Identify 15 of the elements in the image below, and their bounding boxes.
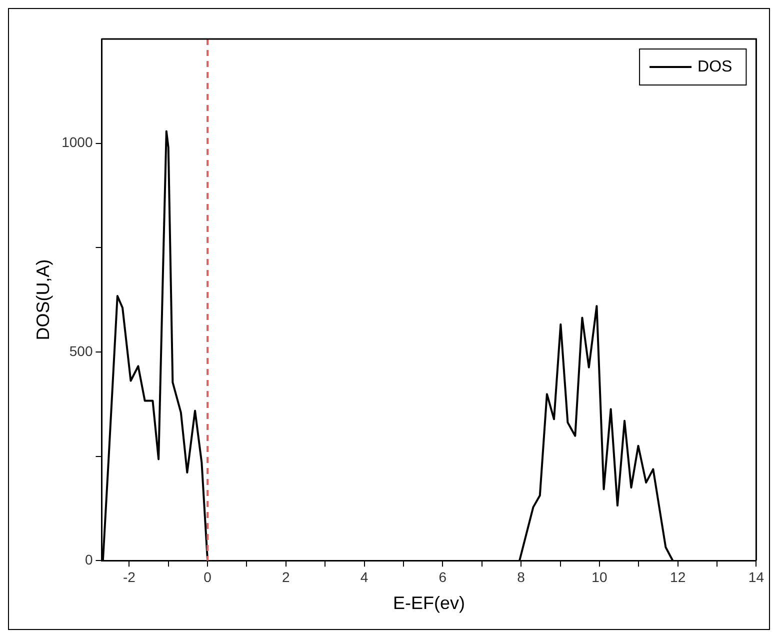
y-tick-label: 500 [69, 342, 93, 359]
x-tick-label: 6 [438, 568, 447, 585]
y-axis-title: DOS(U,A) [32, 259, 53, 340]
legend-label: DOS [698, 58, 732, 76]
x-tick-label: 14 [748, 568, 764, 585]
x-axis-title: E-EF(ev) [392, 593, 465, 614]
x-tick-label: 4 [360, 568, 368, 585]
x-tick-label: 12 [670, 568, 686, 585]
x-tick-label: -2 [122, 568, 136, 585]
y-tick-label: 1000 [62, 134, 93, 150]
y-tick-label: 0 [84, 551, 93, 568]
x-tick-label: 0 [204, 568, 212, 585]
x-tick-label: 10 [592, 568, 608, 585]
x-tick-label: 2 [282, 568, 290, 585]
x-tick-label: 8 [517, 568, 526, 585]
